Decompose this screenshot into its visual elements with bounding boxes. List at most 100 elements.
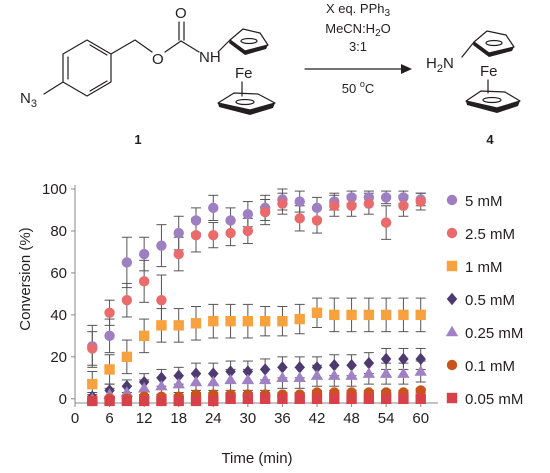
condition-solvent: MeCN:H2O bbox=[325, 21, 391, 39]
legend-marker-0-5-mm bbox=[446, 292, 458, 306]
point-0-05-mm bbox=[87, 395, 98, 407]
point-2-5-mm bbox=[398, 200, 409, 211]
point-0-5-mm bbox=[259, 363, 271, 376]
condition-temperature: 50 oC bbox=[342, 79, 374, 96]
carbamate-chain bbox=[110, 39, 153, 55]
point-0-05-mm bbox=[104, 395, 115, 407]
point-0-05-mm bbox=[225, 393, 236, 405]
point-0-5-mm bbox=[208, 367, 219, 380]
ring-to-azide-bond bbox=[43, 81, 64, 95]
point-0-5-mm bbox=[242, 365, 254, 378]
point-0-05-mm bbox=[363, 393, 375, 405]
point-5-mm bbox=[121, 257, 133, 268]
point-1-mm bbox=[363, 309, 375, 321]
condition-ratio: 3:1 bbox=[349, 39, 367, 54]
fe-product-label: Fe bbox=[480, 63, 498, 80]
y-tick-label: 60 bbox=[50, 265, 67, 282]
point-0-25-mm bbox=[172, 377, 185, 389]
point-0-25-mm bbox=[379, 367, 393, 378]
point-0-05-mm bbox=[380, 393, 392, 405]
point-2-5-mm bbox=[415, 196, 426, 207]
point-0-05-mm bbox=[259, 393, 271, 405]
point-5-mm bbox=[242, 208, 254, 220]
point-1-mm bbox=[259, 315, 271, 327]
x-tick-label: 48 bbox=[343, 410, 360, 427]
legend-label-1-mm: 1 mM bbox=[465, 259, 503, 276]
point-0-1-mm bbox=[415, 385, 426, 396]
y-tick-label: 40 bbox=[50, 307, 67, 324]
azidobenzyl-ring bbox=[62, 39, 112, 97]
x-tick-label: 6 bbox=[105, 410, 113, 427]
point-2-5-mm bbox=[190, 229, 202, 241]
x-tick-label: 42 bbox=[309, 410, 326, 427]
point-2-5-mm bbox=[363, 198, 375, 209]
azide-label: N3 bbox=[20, 90, 37, 110]
point-5-mm bbox=[380, 192, 392, 203]
legend-marker-1-mm bbox=[446, 260, 458, 272]
point-0-5-mm bbox=[398, 352, 409, 366]
legend-marker-0-25-mm bbox=[445, 325, 459, 337]
point-2-5-mm bbox=[156, 294, 167, 306]
point-0-05-mm bbox=[138, 395, 150, 407]
point-0-5-mm bbox=[329, 359, 340, 372]
point-2-5-mm bbox=[346, 200, 357, 211]
point-0-5-mm bbox=[294, 361, 305, 374]
point-0-25-mm bbox=[224, 373, 237, 385]
chart-axes: 0 6 12 18 24 30 36 42 48 54 60 0 20 40 60 80 100 bbox=[42, 181, 438, 427]
point-0-05-mm bbox=[277, 393, 288, 405]
point-0-05-mm bbox=[398, 393, 409, 405]
point-0-25-mm bbox=[397, 367, 410, 378]
y-tick-label: 20 bbox=[50, 349, 67, 366]
point-1-mm bbox=[242, 315, 254, 327]
point-0-25-mm bbox=[189, 375, 203, 387]
legend-label-0-25-mm: 0.25 mM bbox=[465, 325, 523, 342]
point-0-05-mm bbox=[156, 395, 167, 407]
point-1-mm bbox=[398, 309, 409, 321]
point-0-5-mm bbox=[311, 361, 323, 374]
point-5-mm bbox=[104, 330, 115, 342]
point-1-mm bbox=[329, 309, 340, 321]
y-axis-label: Conversion (%) bbox=[17, 227, 34, 330]
condition-reagent: X eq. PPh3 bbox=[326, 1, 391, 19]
point-0-05-mm bbox=[415, 393, 426, 405]
point-1-mm bbox=[311, 307, 323, 318]
point-2-5-mm bbox=[329, 200, 340, 211]
point-5-mm bbox=[294, 196, 305, 207]
point-1-mm bbox=[415, 309, 426, 321]
point-0-5-mm bbox=[121, 380, 133, 393]
x-tick-label: 12 bbox=[136, 410, 153, 427]
point-0-5-mm bbox=[380, 352, 392, 366]
point-5-mm bbox=[156, 240, 167, 251]
point-1-mm bbox=[208, 315, 219, 327]
point-2-5-mm bbox=[311, 215, 323, 226]
data-points bbox=[86, 192, 427, 407]
point-0-25-mm bbox=[120, 386, 134, 397]
point-2-5-mm bbox=[277, 198, 288, 209]
reaction-scheme: N3 O O NH Fe 1 X eq. PPh3 MeCN:H2O 3:1 5… bbox=[20, 1, 521, 147]
point-1-mm bbox=[87, 378, 98, 390]
fe-reactant-label: Fe bbox=[235, 65, 253, 82]
point-2-5-mm bbox=[259, 206, 271, 218]
point-0-25-mm bbox=[362, 367, 376, 378]
amine-label: H2N bbox=[426, 55, 454, 75]
legend-label-0-1-mm: 0.1 mM bbox=[465, 358, 515, 375]
point-0-05-mm bbox=[311, 393, 323, 405]
carbonyl-oxygen-label: O bbox=[175, 5, 187, 22]
point-0-25-mm bbox=[293, 371, 306, 383]
x-tick-label: 18 bbox=[170, 410, 187, 427]
point-2-5-mm bbox=[104, 307, 115, 318]
y-tick-label: 0 bbox=[59, 391, 67, 408]
point-0-5-mm bbox=[190, 367, 202, 380]
point-5-mm bbox=[346, 192, 357, 203]
point-0-05-mm bbox=[346, 393, 357, 405]
point-0-25-mm bbox=[345, 369, 358, 380]
conversion-chart: 0 6 12 18 24 30 36 42 48 54 60 0 20 40 60 80 100 5 mM 2.5… bbox=[17, 181, 523, 467]
legend-marker-2-5-mm bbox=[446, 227, 458, 239]
point-0-05-mm bbox=[173, 395, 184, 407]
legend-marker-0-05-mm bbox=[446, 392, 458, 404]
legend-marker-0-1-mm bbox=[446, 359, 458, 371]
point-0-25-mm bbox=[258, 373, 272, 385]
point-1-mm bbox=[277, 315, 288, 327]
point-0-05-mm bbox=[121, 395, 133, 407]
point-0-05-mm bbox=[294, 393, 305, 405]
